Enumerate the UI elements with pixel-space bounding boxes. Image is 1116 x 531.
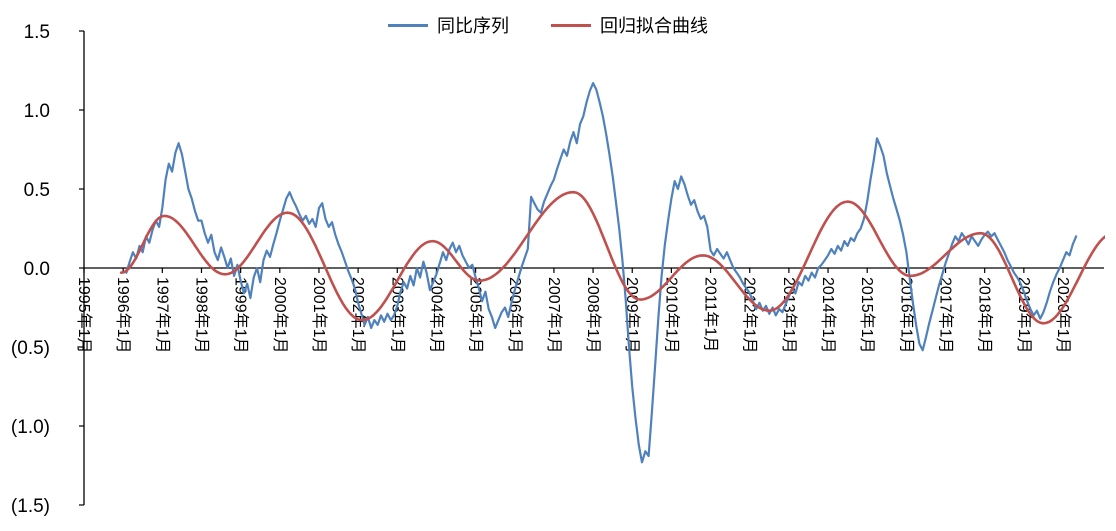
x-tick-label: 2017年1月 bbox=[937, 277, 955, 354]
y-tick-label: 0.0 bbox=[24, 259, 50, 280]
x-tick-label: 2012年1月 bbox=[741, 277, 759, 354]
x-tick-label: 2008年1月 bbox=[584, 277, 602, 354]
x-tick-label: 2005年1月 bbox=[467, 277, 485, 354]
x-tick-label: 1996年1月 bbox=[114, 277, 132, 354]
series-line-yoy bbox=[125, 81, 1078, 464]
x-tick-label: 1998年1月 bbox=[192, 277, 210, 354]
x-tick-label: 2003年1月 bbox=[388, 277, 406, 354]
y-tick-label: 1.5 bbox=[24, 22, 50, 43]
x-tick-label: 2007年1月 bbox=[545, 277, 563, 354]
legend-item-regression-fit: 回归拟合曲线 bbox=[551, 12, 708, 38]
x-tick-label: 1997年1月 bbox=[153, 277, 171, 354]
series-group bbox=[119, 81, 1105, 464]
x-tick-label: 2010年1月 bbox=[662, 277, 680, 354]
y-tick-label: (1.5) bbox=[11, 496, 50, 517]
x-tick-label: 2020年1月 bbox=[1054, 277, 1072, 354]
y-tick-label: (1.0) bbox=[11, 417, 50, 438]
x-tick-label: 2006年1月 bbox=[506, 277, 524, 354]
x-tick-label: 2011年1月 bbox=[702, 277, 720, 352]
legend-line-blue-icon bbox=[388, 23, 428, 27]
x-tick-label: 2002年1月 bbox=[349, 277, 367, 354]
legend-item-yoy-series: 同比序列 bbox=[388, 12, 509, 38]
x-tick-label: 2004年1月 bbox=[427, 277, 445, 354]
x-tick-label: 2015年1月 bbox=[858, 277, 876, 354]
x-tick-label: 2016年1月 bbox=[897, 277, 915, 354]
x-tick-label: 2000年1月 bbox=[271, 277, 289, 354]
x-tick-label: 2013年1月 bbox=[780, 277, 798, 354]
legend-label-regression-fit: 回归拟合曲线 bbox=[600, 16, 708, 36]
legend-line-red-icon bbox=[551, 23, 591, 27]
legend-label-yoy-series: 同比序列 bbox=[437, 16, 509, 36]
y-tick-label: 1.0 bbox=[24, 101, 50, 122]
x-tick-label: 2014年1月 bbox=[819, 277, 837, 354]
series-line-regression-fit bbox=[119, 190, 1105, 325]
chart-legend: 同比序列 回归拟合曲线 bbox=[0, 12, 1096, 38]
x-tick-label: 2001年1月 bbox=[310, 277, 328, 354]
y-tick-label: 0.5 bbox=[24, 180, 50, 201]
x-tick-label: 1999年1月 bbox=[232, 277, 250, 354]
y-tick-label: (0.5) bbox=[11, 338, 50, 359]
x-tick-label: 1995年1月 bbox=[75, 277, 93, 354]
x-tick-label: 2018年1月 bbox=[976, 277, 994, 354]
